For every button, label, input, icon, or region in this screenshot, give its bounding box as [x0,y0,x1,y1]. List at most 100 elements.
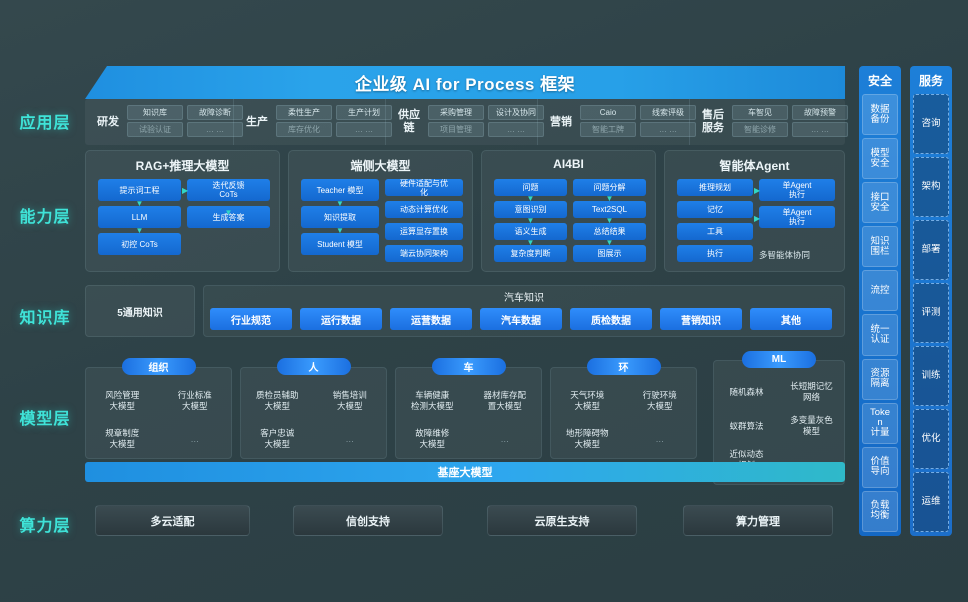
base-model-bar: 基座大模型 [85,462,845,482]
capability-panel-title: 智能体Agent [719,159,790,173]
capability-node[interactable]: 记忆 [677,201,753,218]
arrow-down-icon: ▼ [336,226,344,235]
layer-label-compute: 算力层 [19,518,71,535]
capability-node[interactable]: 知识提取 [301,206,379,228]
model-item: 销售培训 大模型 [332,390,367,411]
capability-node[interactable]: 端云协同架构 [385,245,463,262]
capability-node[interactable]: 硬件适配与优 化 [385,179,463,197]
compute-button-1[interactable]: 信创支持 [293,505,443,536]
capability-node[interactable]: 初控 CoTs [98,233,181,255]
security-rail: 安全 数据 备份 模型 安全 接口 安全 知识 围栏 流控 统一 认证 资源 隔离 Toke … [859,66,901,536]
security-rail-item[interactable]: 价值 导向 [862,446,898,488]
capability-node[interactable]: 执行 [677,245,753,262]
service-rail-item[interactable]: 训练 [913,346,949,406]
capability-node[interactable]: Teacher 模型 [301,179,379,201]
compute-button-0[interactable]: 多云适配 [95,505,250,536]
capability-node[interactable]: 问题分解 [573,179,646,196]
capability-node[interactable]: 工具 [677,223,753,240]
capability-node[interactable]: 单Agent 执行 [759,179,835,201]
capability-node[interactable]: LLM [98,206,181,228]
app-chip[interactable]: 线索评级 [640,105,696,120]
arrow-right-icon: ▶ [754,186,761,195]
model-item: 多变量灰色 模型 [790,415,833,436]
arrow-right-icon: ▶ [754,214,761,223]
security-rail-item[interactable]: 负载 均衡 [862,490,898,532]
app-chip[interactable]: 车智见 [732,105,788,120]
capability-node[interactable]: Student 模型 [301,233,379,255]
app-cell-list: 柔性生产库存优化 生产计划 … … [276,105,392,139]
app-chip[interactable]: … … [640,122,696,137]
knowledge-chip[interactable]: 营销知识 [660,308,742,330]
knowledge-chip[interactable]: 行业规范 [210,308,292,330]
capability-node[interactable]: 提示词工程 [98,179,181,201]
knowledge-chip[interactable]: 其他 [750,308,832,330]
capability-node[interactable]: Text2SQL [573,201,646,218]
service-rail-item[interactable]: 运维 [913,472,949,532]
app-chip[interactable]: 试验认证 [127,122,183,137]
security-rail-item[interactable]: 资源 隔离 [862,358,898,400]
model-item: 长短期记忆 网络 [790,381,833,402]
app-chip[interactable]: 知识库 [127,105,183,120]
capability-node[interactable]: 意图识别 [494,201,567,218]
app-chip[interactable]: … … [336,122,392,137]
app-chip[interactable]: 柔性生产 [276,105,332,120]
security-rail-item[interactable]: 接口 安全 [862,182,898,224]
capability-node[interactable]: 单Agent 执行 [759,206,835,228]
banner-shape [85,66,845,99]
model-group-pill: 环 [586,358,661,375]
security-rail-item[interactable]: 知识 围栏 [862,226,898,268]
capability-node[interactable]: 推理规划 [677,179,753,196]
service-rail-item[interactable]: 评测 [913,283,949,343]
knowledge-chip[interactable]: 运营数据 [390,308,472,330]
capability-node[interactable]: 动态计算优化 [385,201,463,218]
service-rail-item[interactable]: 优化 [913,409,949,469]
knowledge-chip[interactable]: 运行数据 [300,308,382,330]
app-chip[interactable]: 设计及协同 [488,105,544,120]
model-item-grid: 风险管理 大模型 行业标准 大模型 规章制度 大模型… [86,382,231,458]
compute-button-3[interactable]: 算力管理 [683,505,833,536]
app-group-3: 营销 Caio 智能工牌 线索评级 … … [537,99,696,145]
knowledge-chip[interactable]: 质检数据 [570,308,652,330]
arrow-down-icon: ▼ [135,226,144,235]
model-group-pill: 组织 [121,358,196,375]
arrow-down-icon: ▼ [526,194,535,203]
capability-node[interactable]: 语义生成 [494,223,567,240]
model-item: 随机森林 [729,386,764,397]
app-group-name: 营销 [550,115,572,128]
app-chip[interactable]: 故障诊断 [187,105,243,120]
model-item: 质检员辅助 大模型 [255,390,299,411]
knowledge-chip[interactable]: 汽车数据 [480,308,562,330]
service-rail-item[interactable]: 咨询 [913,94,949,154]
app-chip[interactable]: 故障预警 [792,105,848,120]
app-chip[interactable]: … … [187,122,243,137]
capability-node[interactable]: 运算显存置换 [385,223,463,240]
capability-node[interactable]: 问题 [494,179,567,196]
security-rail-item[interactable]: 统一 认证 [862,314,898,356]
arrow-down-icon: ▼ [526,216,535,225]
app-chip[interactable]: … … [488,122,544,137]
capability-node[interactable]: 迭代反馈 CoTs [187,179,270,201]
service-rail-item[interactable]: 部署 [913,220,949,280]
app-chip[interactable]: 项目管理 [428,122,484,137]
capability-node[interactable]: 图展示 [573,245,646,262]
app-chip[interactable]: Caio [580,105,636,120]
capability-node[interactable]: 复杂度判断 [494,245,567,262]
security-rail-item[interactable]: 数据 备份 [862,94,898,136]
app-chip[interactable]: 库存优化 [276,122,332,137]
security-rail-item[interactable]: 流控 [862,270,898,312]
capability-node[interactable]: 生成答案 [187,206,270,228]
domain-knowledge-header: 汽车知识 [504,293,544,304]
security-rail-item[interactable]: 模型 安全 [862,138,898,180]
app-group-4: 售后服务 车智见 智能诊修 故障预警 … … [689,99,848,145]
compute-button-2[interactable]: 云原生支持 [487,505,637,536]
app-chip[interactable]: 智能诊修 [732,122,788,137]
app-chip[interactable]: 生产计划 [336,105,392,120]
capability-node[interactable]: 总结结果 [573,223,646,240]
app-chip[interactable]: 智能工牌 [580,122,636,137]
model-item: 风险管理 大模型 [105,390,140,411]
service-rail-item[interactable]: 架构 [913,157,949,217]
app-chip[interactable]: 采购管理 [428,105,484,120]
model-group-3: 环天气环境 大模型 行驶环境 大模型 地形障碍物 大模型… [550,358,697,459]
app-chip[interactable]: … … [792,122,848,137]
security-rail-item[interactable]: Toke n 计量 [862,402,898,444]
